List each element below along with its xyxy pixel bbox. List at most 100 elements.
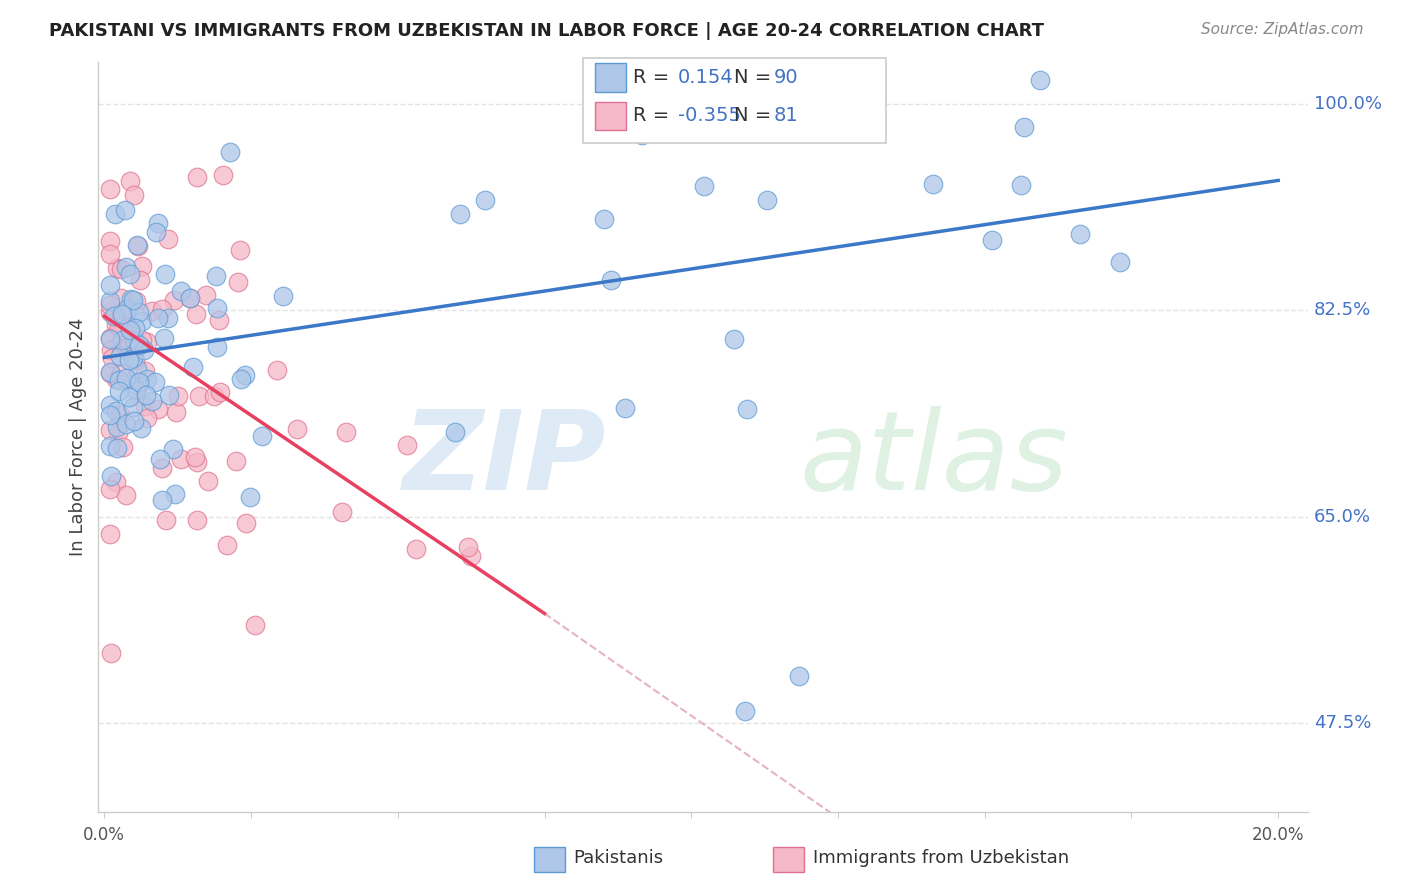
Point [592, 212, 614, 227]
Text: R =: R = [633, 68, 675, 87]
Point [186, 455, 208, 469]
Point [395, 438, 418, 452]
Point [208, 313, 231, 327]
Point [127, 239, 149, 253]
Point [273, 289, 295, 303]
Point [186, 513, 208, 527]
Point [128, 375, 150, 389]
Point [105, 420, 128, 434]
Point [111, 322, 134, 336]
Point [250, 429, 273, 443]
Point [100, 646, 122, 660]
Point [118, 390, 141, 404]
Point [141, 304, 163, 318]
Text: N =: N = [734, 106, 778, 126]
Point [98, 332, 121, 346]
Point [120, 267, 142, 281]
Point [129, 421, 152, 435]
Point [1012, 120, 1035, 134]
Point [114, 202, 136, 217]
Point [205, 340, 228, 354]
Point [98, 366, 121, 380]
Point [981, 233, 1004, 247]
Point [613, 401, 636, 415]
Point [145, 225, 167, 239]
Text: Pakistanis: Pakistanis [574, 849, 664, 867]
Point [146, 216, 169, 230]
Point [159, 387, 181, 401]
Point [474, 194, 496, 208]
Point [599, 273, 621, 287]
Point [202, 389, 225, 403]
Point [108, 373, 131, 387]
Point [98, 293, 121, 308]
Point [148, 311, 170, 326]
Point [187, 389, 209, 403]
Point [195, 288, 218, 302]
Point [153, 268, 176, 282]
Point [115, 371, 138, 385]
Point [120, 293, 142, 307]
Point [153, 331, 176, 345]
Point [111, 333, 134, 347]
Point [228, 243, 250, 257]
Point [129, 273, 152, 287]
Point [131, 259, 153, 273]
Point [98, 409, 121, 423]
Point [167, 389, 190, 403]
Point [186, 169, 208, 184]
Text: 0.154: 0.154 [678, 68, 734, 87]
Point [100, 351, 122, 365]
Point [197, 474, 219, 488]
Text: -0.355: -0.355 [678, 106, 741, 126]
Point [165, 486, 187, 500]
Point [184, 307, 207, 321]
Point [226, 275, 249, 289]
Point [165, 405, 187, 419]
Point [693, 178, 716, 193]
Point [131, 333, 153, 347]
Point [108, 409, 131, 423]
Point [122, 188, 145, 202]
Point [734, 705, 756, 719]
Point [125, 238, 148, 252]
Point [121, 400, 143, 414]
Point [266, 363, 288, 377]
Text: atlas: atlas [800, 406, 1069, 513]
Point [104, 207, 127, 221]
Point [127, 379, 149, 393]
Point [124, 352, 146, 367]
Point [457, 540, 479, 554]
Point [128, 338, 150, 352]
Point [117, 317, 139, 331]
Point [630, 128, 652, 142]
Point [181, 359, 204, 374]
Point [170, 451, 193, 466]
Point [229, 372, 252, 386]
Point [104, 404, 127, 418]
Point [118, 174, 141, 188]
Point [449, 207, 471, 221]
Point [122, 333, 145, 347]
Point [125, 361, 148, 376]
Point [179, 291, 201, 305]
Point [104, 475, 127, 490]
Point [121, 351, 143, 365]
Y-axis label: In Labor Force | Age 20-24: In Labor Force | Age 20-24 [69, 318, 87, 557]
Point [110, 349, 132, 363]
Point [110, 308, 132, 322]
Point [136, 335, 159, 350]
Point [143, 375, 166, 389]
Point [111, 307, 134, 321]
Point [114, 260, 136, 274]
Point [98, 483, 121, 497]
Point [1010, 178, 1032, 193]
Text: 100.0%: 100.0% [1313, 95, 1382, 112]
Point [141, 394, 163, 409]
Point [125, 294, 148, 309]
Point [150, 460, 173, 475]
Point [134, 399, 156, 413]
Point [110, 291, 132, 305]
Point [212, 168, 235, 182]
Point [128, 305, 150, 319]
